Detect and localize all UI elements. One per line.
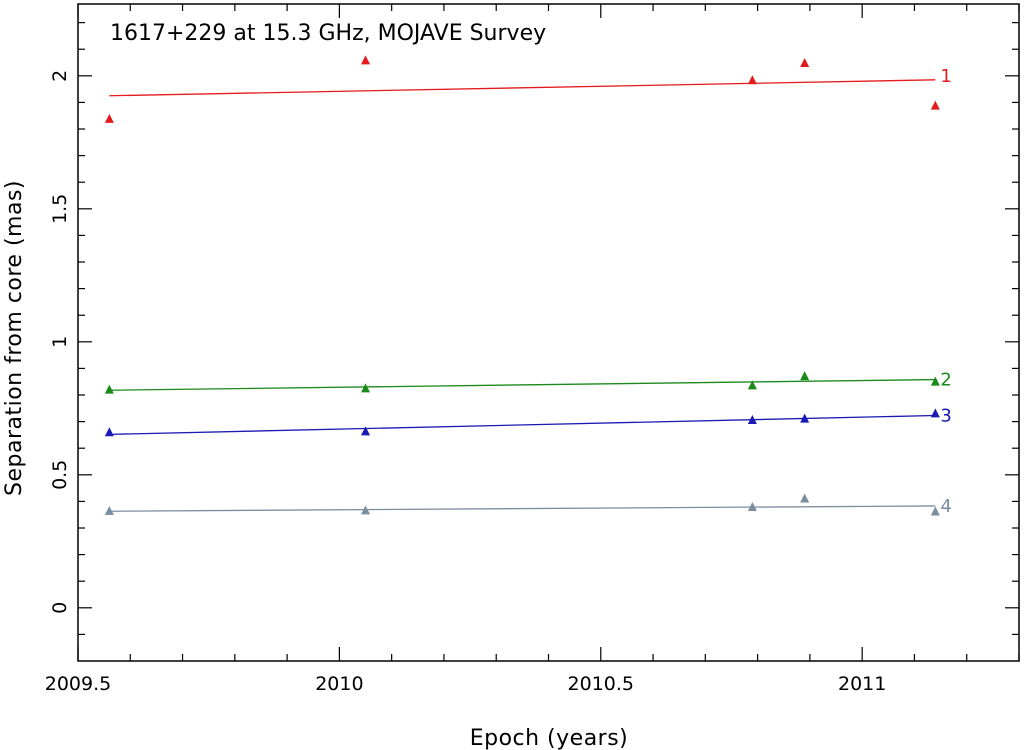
data-point-series-3 — [800, 413, 810, 423]
data-point-series-3 — [747, 414, 757, 424]
data-point-series-2 — [930, 376, 940, 386]
fit-line-series-3 — [109, 414, 936, 436]
data-point-series-4 — [930, 506, 940, 516]
y-axis: 0 0.5 1 1.5 2 — [49, 22, 1019, 636]
y-tick-label: 1.5 — [49, 194, 71, 224]
series-labels: 1 2 3 4 — [940, 66, 951, 517]
data-point-series-4 — [104, 505, 114, 515]
series-label-1: 1 — [940, 66, 951, 87]
fit-lines — [109, 79, 936, 512]
y-tick-label: 0 — [49, 602, 71, 614]
data-point-series-2 — [361, 383, 371, 393]
data-point-series-4 — [747, 501, 757, 511]
fit-line-series-2 — [109, 378, 936, 391]
plot-frame — [77, 3, 1020, 662]
data-point-series-3 — [930, 408, 940, 418]
data-point-series-2 — [747, 380, 757, 390]
data-point-series-3 — [104, 427, 114, 437]
data-point-series-1 — [800, 58, 810, 68]
fit-line-series-4 — [109, 505, 936, 512]
data-point-series-4 — [800, 493, 810, 503]
data-point-series-2 — [800, 371, 810, 381]
fit-line-series-1 — [109, 79, 936, 97]
data-points — [104, 55, 940, 516]
y-tick-label: 2 — [49, 70, 71, 82]
x-tick-label: 2009.5 — [45, 673, 111, 695]
y-axis-title: Separation from core (mas) — [2, 180, 27, 496]
data-point-series-3 — [361, 426, 371, 436]
y-tick-label: 0.5 — [49, 460, 71, 490]
data-point-series-1 — [747, 75, 757, 85]
y-tick-label: 1 — [49, 336, 71, 348]
data-point-series-2 — [104, 384, 114, 394]
data-point-series-1 — [104, 113, 114, 123]
data-point-series-1 — [361, 55, 371, 65]
data-point-series-1 — [930, 100, 940, 110]
x-tick-label: 2010.5 — [568, 673, 634, 695]
x-axis: 2009.5 2010 2010.5 2011 — [45, 4, 1020, 695]
x-tick-label: 2011 — [838, 673, 886, 695]
x-axis-title: Epoch (years) — [470, 726, 629, 750]
x-tick-label: 2010 — [315, 673, 363, 695]
series-label-3: 3 — [940, 405, 951, 426]
series-label-2: 2 — [940, 370, 951, 391]
data-point-series-4 — [361, 505, 371, 515]
series-label-4: 4 — [940, 496, 951, 517]
chart-title: 1617+229 at 15.3 GHz, MOJAVE Survey — [110, 21, 546, 46]
